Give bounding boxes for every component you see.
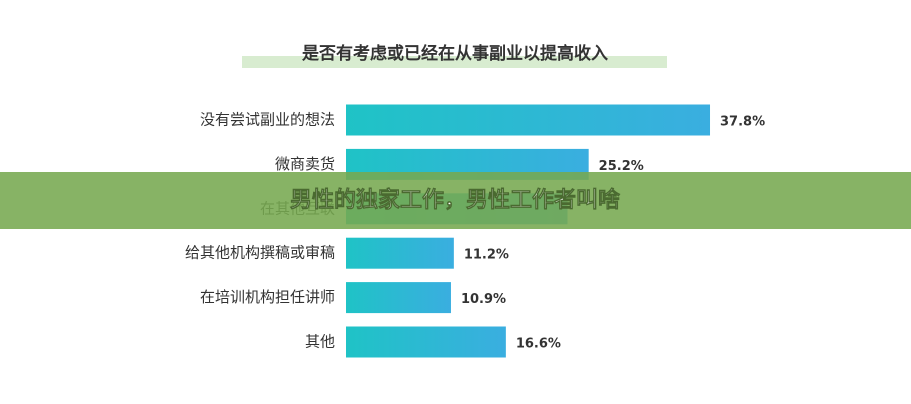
category-label: 在培训机构担任讲师 — [200, 288, 335, 306]
value-label: 16.6% — [516, 337, 561, 352]
category-label: 没有尝试副业的想法 — [200, 111, 335, 129]
category-label: 微商卖货 — [275, 155, 335, 173]
value-label: 11.2% — [464, 248, 509, 263]
title-highlight — [242, 56, 667, 68]
chart-title: 是否有考虑或已经在从事副业以提高收入 — [302, 43, 608, 64]
category-label: 给其他机构撰稿或审稿 — [185, 244, 335, 262]
value-label: 37.8% — [720, 115, 765, 130]
category-label: 其他 — [305, 333, 335, 351]
bar — [346, 104, 711, 136]
value-label: 10.9% — [461, 292, 506, 307]
bar — [346, 282, 451, 314]
bar — [346, 326, 506, 358]
banner-text: 男性的独家工作，男性工作者叫啥 — [290, 187, 621, 213]
value-label: 25.2% — [599, 159, 644, 174]
bar — [346, 237, 454, 269]
banner — [0, 172, 911, 229]
